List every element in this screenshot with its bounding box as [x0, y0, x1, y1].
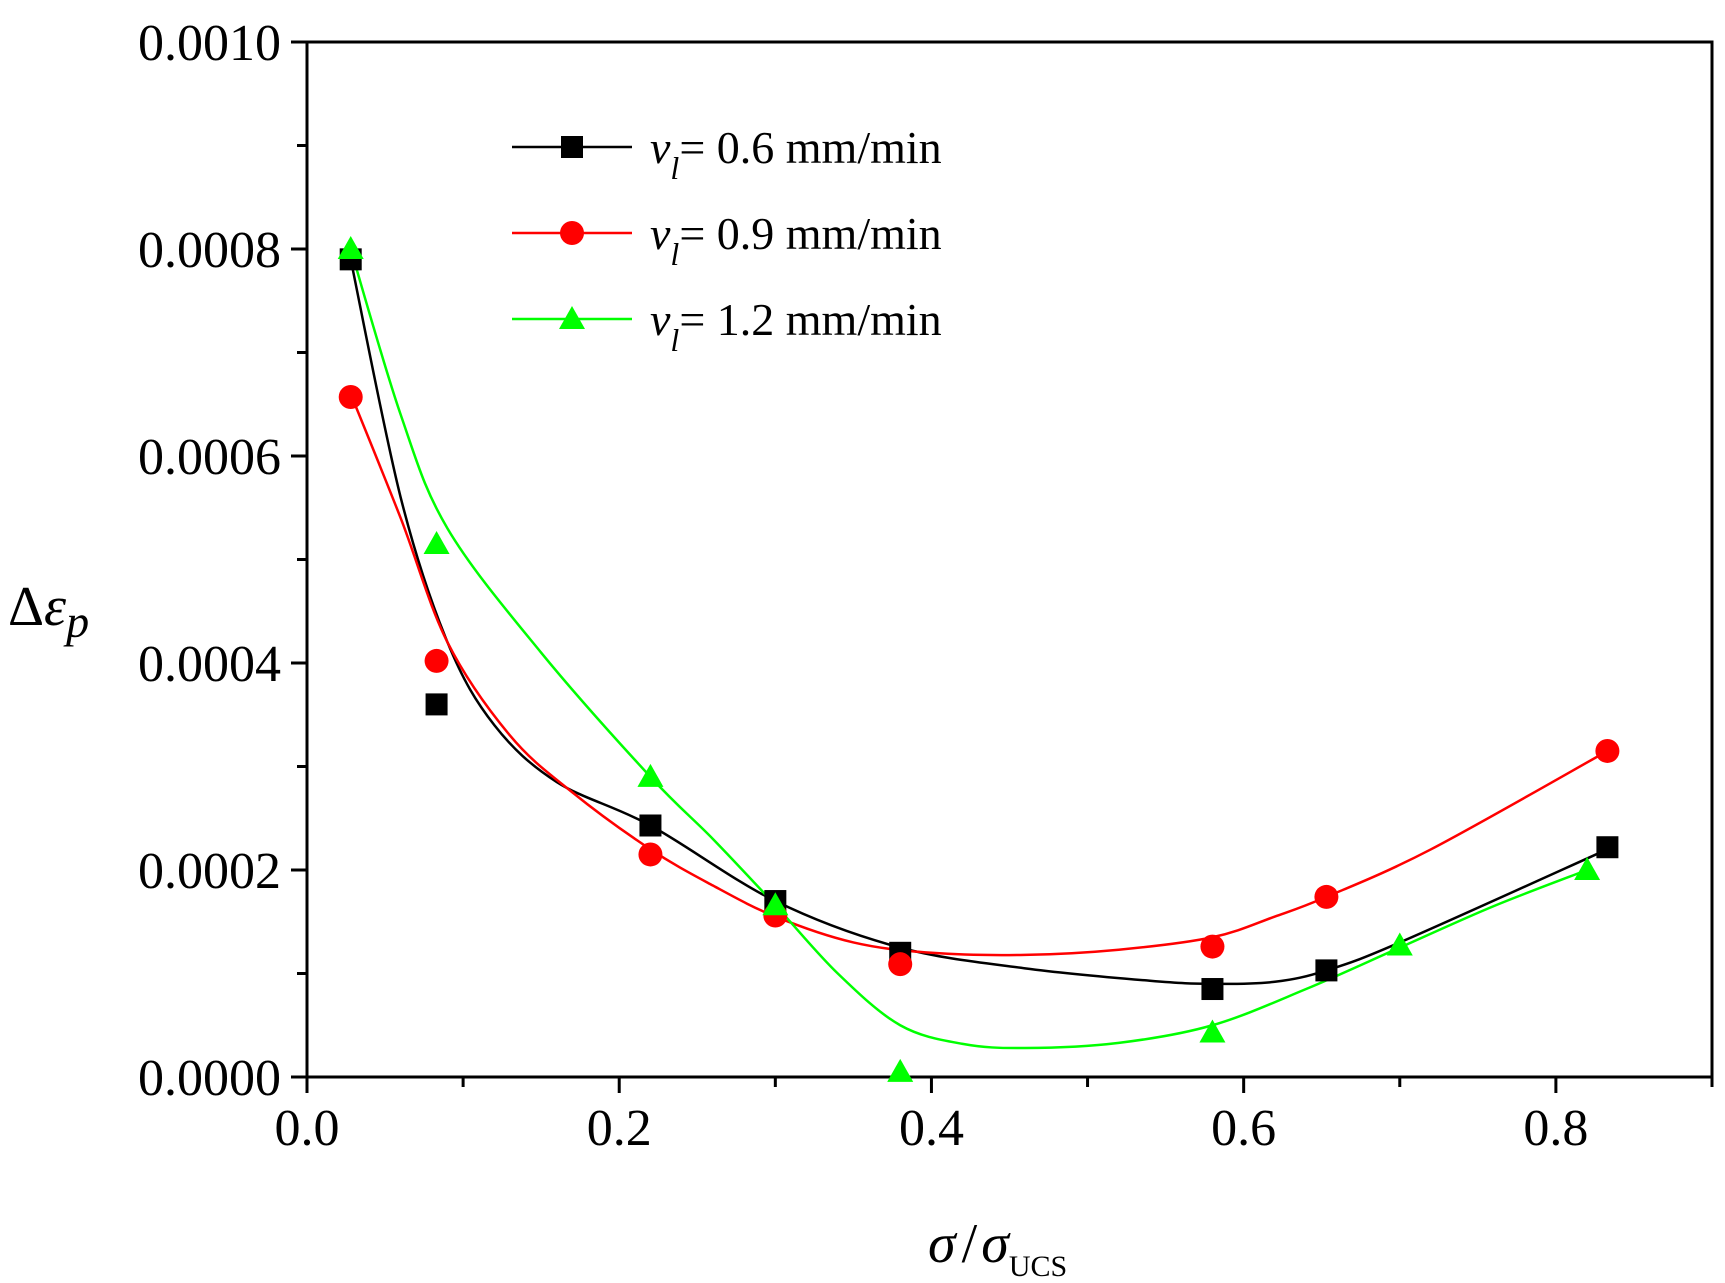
point-triangle	[887, 1058, 914, 1082]
x-axis-title-main: σ	[981, 1213, 1011, 1275]
legend-marker-triangle	[559, 306, 585, 329]
point-triangle	[762, 892, 789, 916]
legend-var: v	[650, 294, 671, 345]
y-axis-title-symbol: ε	[44, 576, 67, 638]
point-circle	[888, 952, 913, 977]
fit-curve-square	[349, 259, 1608, 986]
legend-marker-square	[561, 136, 583, 158]
point-circle	[1595, 738, 1620, 763]
point-triangle	[1386, 932, 1413, 956]
x-tick-label: 0.0	[275, 1100, 340, 1157]
x-axis-title: σ/σUCS	[928, 1213, 1067, 1283]
point-circle	[638, 842, 663, 867]
point-circle	[424, 648, 449, 673]
point-square	[425, 693, 448, 716]
point-circle	[1200, 934, 1225, 959]
x-tick-label: 0.6	[1211, 1100, 1276, 1157]
y-tick-label: 0.0002	[138, 843, 281, 900]
plot-frame	[305, 40, 1714, 1079]
x-tick-label: 0.4	[899, 1100, 964, 1157]
point-square	[1596, 836, 1619, 859]
fit-curves	[349, 248, 1609, 1050]
legend-label: vl= 1.2 mm/min	[650, 294, 942, 358]
x-axis-title-sub: UCS	[1009, 1250, 1067, 1283]
legend-label: vl= 0.6 mm/min	[650, 122, 942, 186]
y-axis-title-prefix: Δ	[8, 576, 44, 638]
legend-sub: l	[670, 150, 679, 186]
point-square	[1315, 959, 1338, 982]
x-axis-title-symbol: σ	[928, 1213, 958, 1275]
fit-curve-triangle	[349, 248, 1588, 1050]
legend-marker-circle	[560, 221, 584, 245]
point-circle	[338, 385, 363, 410]
point-triangle	[423, 530, 450, 554]
legend-rest: = 0.6 mm/min	[679, 122, 941, 173]
legend-rest: = 1.2 mm/min	[679, 294, 941, 345]
legend-var: v	[650, 208, 671, 259]
y-axis-title: Δεp	[8, 576, 89, 647]
y-tick-label: 0.0000	[138, 1050, 281, 1107]
data-points	[337, 236, 1620, 1082]
y-axis-title-sub: p	[63, 596, 89, 647]
x-tick-label: 0.8	[1523, 1100, 1588, 1157]
point-triangle	[637, 763, 664, 787]
y-tick-label: 0.0010	[138, 15, 281, 72]
point-circle	[1314, 884, 1339, 909]
point-triangle	[1574, 857, 1601, 880]
y-tick-label: 0.0006	[138, 429, 281, 486]
axis-ticks: 0.0 0.2 0.4 0.6 0.8 0.0000 0.0002 0.0004 0.0006 0…	[138, 15, 1714, 1157]
point-triangle	[1199, 1019, 1226, 1043]
point-square	[639, 814, 662, 837]
point-square	[1201, 978, 1224, 1001]
legend-var: v	[650, 122, 671, 173]
legend-rest: = 0.9 mm/min	[679, 208, 941, 259]
x-axis-title-slash: /	[962, 1213, 978, 1275]
legend-sub: l	[670, 236, 679, 272]
y-tick-label: 0.0004	[138, 636, 281, 693]
y-tick-label: 0.0008	[138, 222, 281, 279]
legend-sub: l	[670, 322, 679, 358]
point-triangle	[337, 236, 364, 259]
fit-curve-circle	[349, 393, 1609, 957]
x-tick-label: 0.2	[587, 1100, 652, 1157]
legend-label: vl= 0.9 mm/min	[650, 208, 942, 272]
